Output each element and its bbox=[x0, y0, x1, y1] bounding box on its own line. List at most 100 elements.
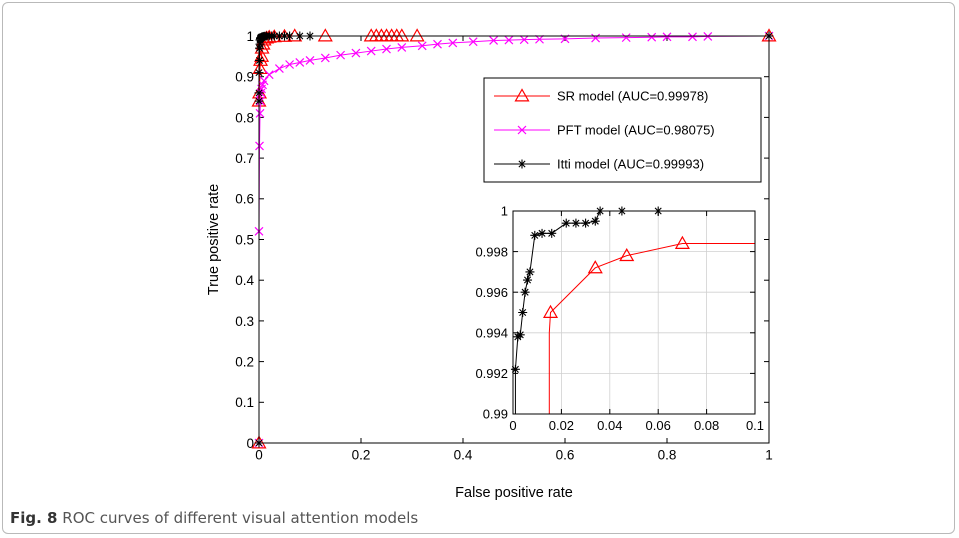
inset-itti-point bbox=[525, 267, 535, 277]
inset-x-tick-label: 0.04 bbox=[597, 418, 622, 433]
main-y-tick-label: 1 bbox=[246, 29, 254, 44]
legend-entry-sr: SR model (AUC=0.99978) bbox=[494, 88, 708, 104]
main-pft-point bbox=[647, 32, 657, 42]
inset-x-tick-label: 0.06 bbox=[646, 418, 671, 433]
inset-itti-point bbox=[571, 218, 581, 228]
main-pft-point bbox=[591, 33, 601, 43]
main-pft-point bbox=[366, 46, 376, 56]
main-y-tick-label: 0.8 bbox=[235, 110, 254, 125]
main-sr-point bbox=[252, 52, 269, 66]
main-pft-point bbox=[295, 58, 305, 67]
main-y-tick-label: 0.6 bbox=[235, 192, 254, 207]
main-sr-point bbox=[251, 435, 267, 449]
main-plot-border bbox=[258, 35, 770, 444]
inset-y-tick-label: 0.996 bbox=[475, 285, 508, 300]
inset-itti-point bbox=[523, 275, 533, 285]
inset-x-tick-label: 0 bbox=[509, 418, 516, 433]
main-pft-point bbox=[264, 70, 274, 80]
inset-x-tick-label: 0.08 bbox=[694, 418, 719, 433]
inset-chart: 0 0.02 0.04 0.06 0.08 0.1 0.99 0.992 0.994 0.996 0… bbox=[475, 204, 764, 433]
legend-sr-label: SR model (AUC=0.99978) bbox=[557, 89, 708, 104]
figure-caption: Fig. 8 ROC curves of different visual at… bbox=[10, 509, 418, 527]
inset-itti-point bbox=[520, 287, 530, 297]
main-pft-point bbox=[688, 32, 697, 42]
main-y-tick-label: 0.1 bbox=[235, 395, 254, 410]
inset-y-tick-label: 0.992 bbox=[475, 366, 508, 381]
inset-x-tick-label: 0.02 bbox=[549, 418, 574, 433]
main-pft-point bbox=[519, 35, 529, 45]
inset-y-tick-label: 1 bbox=[501, 204, 508, 219]
inset-itti-point bbox=[581, 218, 591, 228]
figure-label: Fig. 8 bbox=[10, 509, 58, 527]
main-x-tick-label: 0.2 bbox=[352, 448, 371, 463]
inset-y-tick-label: 0.99 bbox=[483, 407, 508, 422]
main-y-tick-label: 0.2 bbox=[235, 354, 254, 369]
main-pft-point bbox=[255, 141, 264, 151]
main-pft-point bbox=[255, 108, 265, 118]
legend-itti-label: Itti model (AUC=0.99993) bbox=[557, 157, 704, 172]
main-sr-point bbox=[394, 28, 410, 42]
main-x-tick-label: 0.4 bbox=[454, 448, 473, 463]
main-y-tick-label: 0.5 bbox=[235, 232, 254, 247]
inset-plot-background bbox=[513, 211, 755, 414]
inset-y-tick-label: 0.994 bbox=[475, 325, 508, 340]
inset-sr-line bbox=[548, 242, 755, 414]
inset-itti-point bbox=[530, 230, 540, 240]
legend-entry-pft: PFT model (AUC=0.98075) bbox=[494, 123, 715, 138]
main-sr-point bbox=[254, 48, 270, 62]
main-pft-point bbox=[535, 34, 544, 44]
inset-itti-point bbox=[590, 216, 600, 226]
inset-itti-point bbox=[561, 218, 571, 228]
legend-itti-marker bbox=[517, 159, 527, 169]
figure-caption-text: ROC curves of different visual attention… bbox=[62, 509, 419, 527]
inset-sr-point bbox=[674, 235, 690, 249]
main-pft-point bbox=[468, 37, 478, 47]
main-pft-point bbox=[351, 48, 361, 58]
main-pft-point bbox=[489, 36, 499, 45]
main-sr-point bbox=[287, 28, 303, 42]
main-sr-point bbox=[317, 28, 333, 42]
inset-itti-point bbox=[518, 308, 528, 317]
main-x-tick-label: 1 bbox=[765, 448, 773, 463]
main-pft-point bbox=[397, 42, 407, 52]
main-pft-point bbox=[274, 64, 284, 73]
main-pft-point bbox=[305, 55, 315, 65]
main-pft-point bbox=[320, 53, 330, 63]
inset-sr-point bbox=[587, 260, 603, 274]
main-y-tick-label: 0.3 bbox=[235, 314, 254, 329]
main-y-tick-label: 0 bbox=[246, 436, 254, 451]
main-itti-point bbox=[255, 55, 265, 65]
legend-pft-label: PFT model (AUC=0.98075) bbox=[557, 123, 715, 138]
main-y-tick-label: 0.4 bbox=[235, 273, 254, 288]
main-x-tick-label: 0 bbox=[255, 448, 263, 463]
main-pft-point bbox=[259, 76, 269, 86]
legend-pft-marker bbox=[517, 125, 527, 135]
inset-itti-point bbox=[515, 330, 525, 340]
main-chart: 0 0.2 0.4 0.6 0.8 1 0 0.1 0.2 0.3 0.4 0.5 0.6 0.7 0.8 0… bbox=[206, 28, 777, 501]
legend-sr-marker bbox=[514, 88, 530, 102]
legend: SR model (AUC=0.99978) PFT model (AUC=0.9… bbox=[483, 77, 762, 183]
main-y-tick-label: 0.7 bbox=[235, 151, 254, 166]
main-y-tick-label: 0.9 bbox=[235, 70, 254, 85]
main-x-axis-label: False positive rate bbox=[455, 485, 573, 501]
main-x-tick-label: 0.6 bbox=[556, 448, 575, 463]
main-pft-point bbox=[504, 35, 514, 45]
inset-sr-point bbox=[619, 247, 635, 262]
inset-itti-point bbox=[537, 228, 547, 238]
main-pft-point bbox=[336, 50, 346, 60]
main-y-axis-label: True positive rate bbox=[206, 184, 222, 295]
main-pft-point bbox=[382, 44, 391, 54]
inset-plot-border bbox=[512, 210, 756, 415]
main-pft-point bbox=[621, 33, 631, 43]
main-pft-point bbox=[662, 32, 672, 42]
main-sr-point bbox=[409, 28, 425, 42]
legend-entry-itti: Itti model (AUC=0.99993) bbox=[494, 157, 704, 172]
main-pft-point bbox=[433, 39, 442, 49]
main-x-tick-label: 0.8 bbox=[658, 448, 677, 463]
inset-x-tick-label: 0.1 bbox=[746, 418, 764, 433]
inset-y-tick-label: 0.998 bbox=[475, 244, 508, 259]
main-pft-point bbox=[417, 41, 427, 51]
inset-sr-point bbox=[542, 304, 559, 318]
